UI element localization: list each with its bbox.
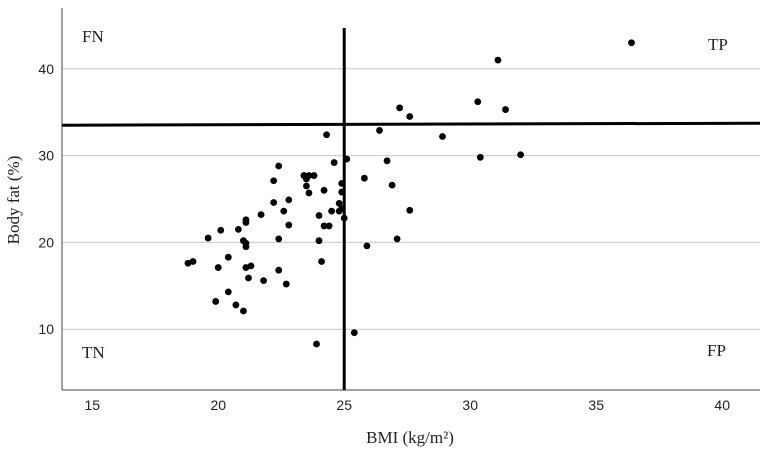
data-point — [212, 298, 220, 305]
data-point — [305, 189, 313, 197]
quadrant-label-fp: FP — [707, 341, 726, 360]
data-point — [340, 214, 348, 222]
data-point — [330, 159, 338, 166]
data-point — [406, 206, 414, 214]
data-point — [360, 174, 368, 182]
tick-labels: 10 20 30 40 15 20 25 30 35 40 — [38, 61, 730, 413]
data-point — [303, 182, 310, 190]
data-point — [189, 258, 197, 265]
y-axis-title: Body fat (%) — [4, 156, 23, 245]
data-point — [242, 243, 250, 251]
data-point — [234, 225, 242, 233]
data-point — [318, 258, 325, 265]
data-point — [275, 266, 283, 274]
data-point — [320, 186, 328, 194]
y-tick-label: 10 — [38, 321, 54, 337]
data-point — [474, 98, 482, 106]
y-tick-label: 20 — [38, 234, 54, 250]
data-point — [376, 127, 383, 134]
data-point — [275, 162, 283, 170]
data-point — [315, 212, 323, 219]
gridlines — [62, 68, 760, 330]
data-point — [217, 226, 225, 234]
data-point — [224, 288, 232, 296]
data-point — [335, 199, 343, 207]
data-point — [303, 175, 310, 183]
data-point — [383, 157, 391, 165]
y-tick-label: 40 — [38, 61, 54, 77]
x-tick-label: 40 — [714, 397, 730, 413]
data-points — [184, 39, 635, 348]
data-point — [338, 179, 346, 187]
quadrant-label-fn: FN — [82, 27, 104, 46]
data-point — [343, 155, 351, 163]
x-tick-label: 15 — [84, 397, 100, 413]
data-point — [396, 104, 404, 112]
data-point — [388, 181, 396, 189]
data-point — [328, 207, 336, 215]
data-point — [232, 301, 240, 309]
data-point — [204, 234, 212, 242]
data-point — [282, 280, 290, 288]
data-point — [247, 262, 255, 270]
data-point — [350, 329, 358, 337]
data-point — [214, 264, 222, 271]
data-point — [494, 56, 502, 64]
data-point — [310, 172, 318, 179]
data-point — [280, 207, 288, 215]
data-point — [502, 106, 509, 113]
data-point — [363, 242, 371, 250]
data-point — [313, 340, 320, 348]
data-point — [406, 113, 414, 120]
data-point — [315, 237, 323, 245]
data-point — [338, 188, 346, 196]
data-point — [270, 199, 278, 206]
data-point — [257, 211, 265, 219]
x-tick-label: 25 — [336, 397, 352, 413]
x-tick-label: 20 — [210, 397, 226, 413]
data-point — [517, 151, 525, 159]
y-tick-label: 30 — [38, 148, 54, 164]
data-point — [285, 221, 293, 229]
data-point — [285, 196, 293, 204]
data-point — [335, 207, 343, 215]
data-point — [224, 253, 232, 261]
data-point — [260, 277, 267, 285]
data-point — [275, 235, 283, 243]
x-axis-title: BMI (kg/m²) — [366, 428, 454, 447]
data-point — [270, 177, 278, 185]
data-point — [393, 235, 401, 243]
quadrant-label-tp: TP — [708, 35, 728, 54]
data-point — [242, 219, 250, 226]
data-point — [240, 307, 247, 315]
data-point — [439, 133, 446, 140]
data-point — [476, 153, 484, 161]
x-tick-label: 35 — [588, 397, 604, 413]
body-fat-cutoff-line — [61, 121, 761, 127]
data-point — [245, 274, 252, 282]
data-point — [323, 131, 330, 139]
data-point — [325, 222, 333, 230]
data-point — [320, 222, 328, 230]
data-point — [628, 39, 635, 47]
quadrant-label-tn: TN — [82, 343, 105, 362]
x-tick-label: 30 — [462, 397, 478, 413]
